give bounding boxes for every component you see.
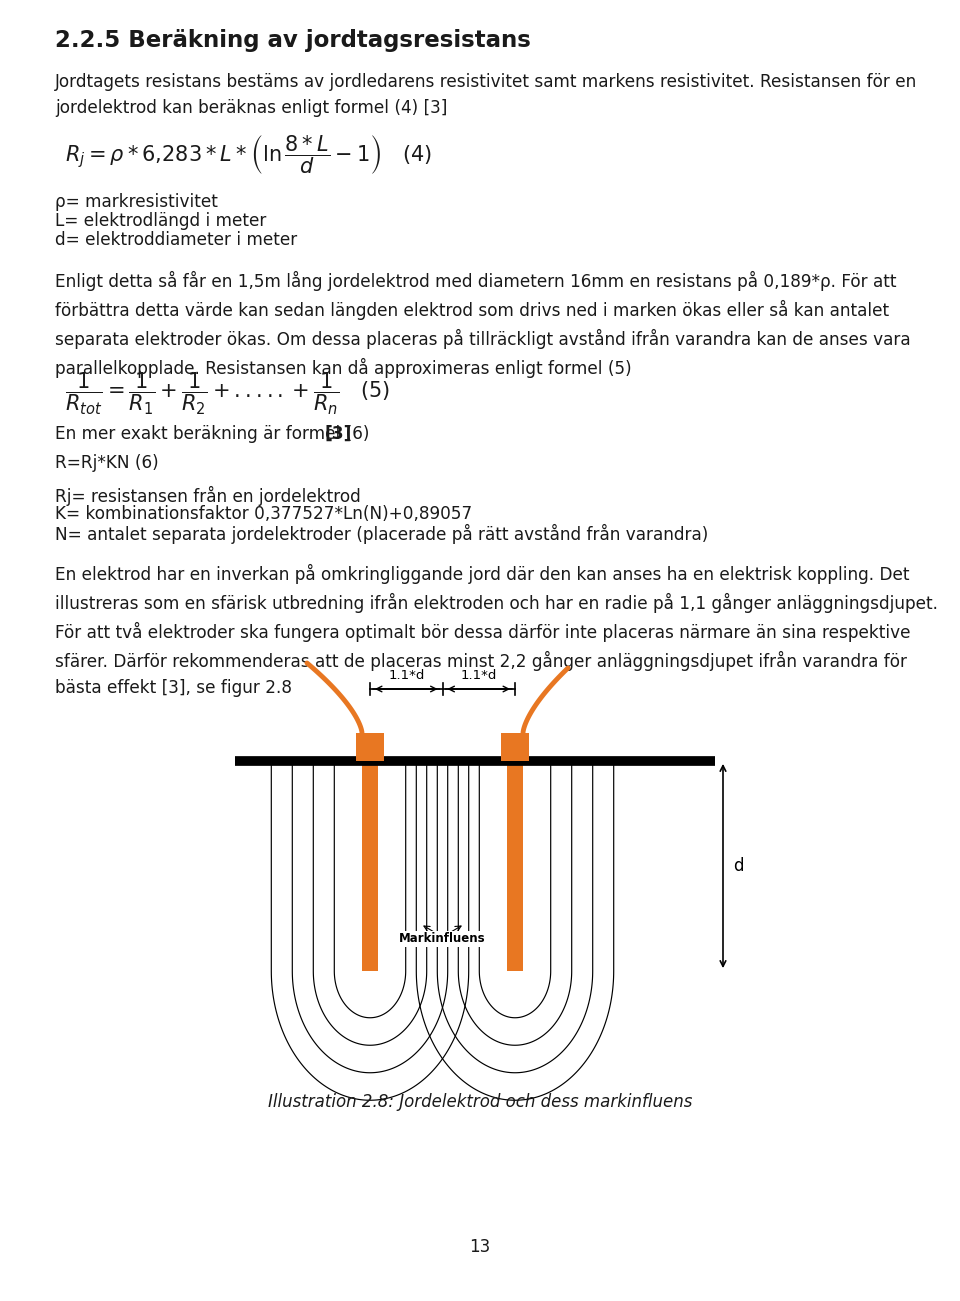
Bar: [507, 761, 523, 971]
Text: d: d: [733, 857, 743, 876]
Text: L= elektrodlängd i meter: L= elektrodlängd i meter: [55, 212, 266, 230]
Bar: [501, 732, 529, 761]
Text: 1.1*d: 1.1*d: [461, 669, 497, 682]
Text: En mer exakt beräkning är formel (6): En mer exakt beräkning är formel (6): [55, 425, 370, 444]
Bar: [362, 761, 378, 971]
Text: $R_j = \rho * 6{,}283 * L * \left(\mathrm{ln}\,\dfrac{8 * L}{d} - 1\right)\quad : $R_j = \rho * 6{,}283 * L * \left(\mathr…: [65, 133, 432, 176]
Text: Jordtagets resistans bestäms av jordledarens resistivitet samt markens resistivi: Jordtagets resistans bestäms av jordleda…: [55, 73, 917, 117]
Text: ρ= markresistivitet: ρ= markresistivitet: [55, 193, 218, 211]
Text: [3]: [3]: [324, 425, 351, 444]
Text: 1.1*d: 1.1*d: [388, 669, 424, 682]
Text: R=Rj*KN (6): R=Rj*KN (6): [55, 454, 158, 472]
Text: Markinfluens: Markinfluens: [399, 933, 486, 946]
Text: d= elektroddiameter i meter: d= elektroddiameter i meter: [55, 232, 298, 248]
Text: Rj= resistansen från en jordelektrod: Rj= resistansen från en jordelektrod: [55, 487, 361, 506]
Text: 2.2.5 Beräkning av jordtagsresistans: 2.2.5 Beräkning av jordtagsresistans: [55, 29, 531, 52]
Bar: [356, 732, 384, 761]
Text: K= kombinationsfaktor 0,377527*Ln(N)+0,89057: K= kombinationsfaktor 0,377527*Ln(N)+0,8…: [55, 505, 472, 523]
Text: Illustration 2.8: Jordelektrod och dess markinfluens: Illustration 2.8: Jordelektrod och dess …: [268, 1093, 692, 1111]
Text: Enligt detta så får en 1,5m lång jordelektrod med diametern 16mm en resistans på: Enligt detta så får en 1,5m lång jordele…: [55, 271, 911, 377]
Text: $\dfrac{1}{R_{tot}} = \dfrac{1}{R_1} + \dfrac{1}{R_2} + .....+ \dfrac{1}{R_n}\qu: $\dfrac{1}{R_{tot}} = \dfrac{1}{R_1} + \…: [65, 371, 390, 418]
Text: 13: 13: [469, 1239, 491, 1255]
Text: En elektrod har en inverkan på omkringliggande jord där den kan anses ha en elek: En elektrod har en inverkan på omkringli…: [55, 565, 938, 696]
Text: N= antalet separata jordelektroder (placerade på rätt avstånd från varandra): N= antalet separata jordelektroder (plac…: [55, 524, 708, 544]
